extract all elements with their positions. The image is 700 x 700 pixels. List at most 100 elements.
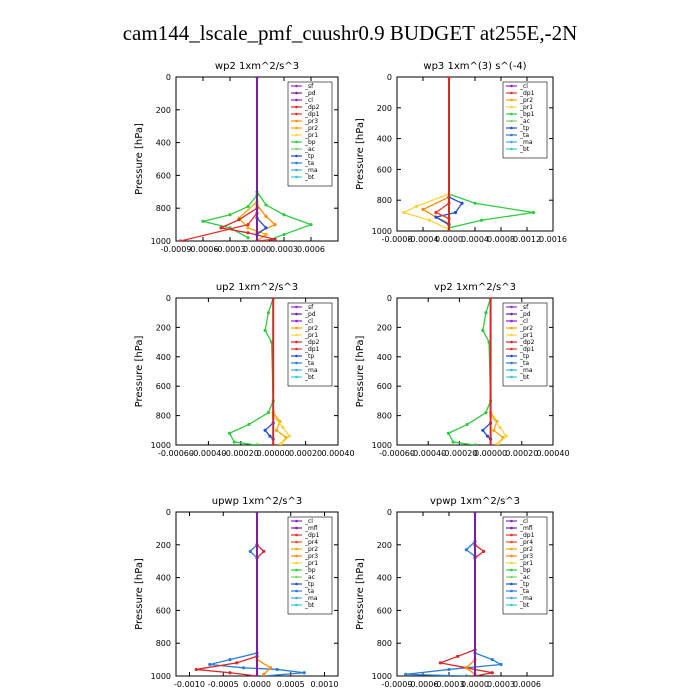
series-marker xyxy=(282,232,286,237)
series-marker xyxy=(447,667,451,672)
legend-marker xyxy=(295,333,298,337)
y-tick-label: 1000 xyxy=(372,441,392,450)
legend-marker xyxy=(295,354,298,358)
legend-marker xyxy=(295,375,298,379)
legend-label: _tp xyxy=(304,581,314,588)
legend-marker xyxy=(295,312,298,316)
legend-marker xyxy=(295,84,298,88)
legend-label: _pr1 xyxy=(304,132,318,139)
series-group xyxy=(401,77,536,231)
x-tick-label: -0.0005 xyxy=(208,680,239,689)
series-marker xyxy=(219,226,223,230)
legend-marker xyxy=(295,575,298,579)
y-tick-label: 1000 xyxy=(151,672,171,681)
series-marker xyxy=(235,661,239,665)
series-marker xyxy=(473,201,477,205)
series-marker xyxy=(479,218,484,222)
y-tick-label: 600 xyxy=(377,165,392,174)
y-tick-label: 0 xyxy=(387,73,392,82)
series-marker xyxy=(473,674,477,676)
legend-marker xyxy=(510,361,513,365)
x-tick-label: -0.0009 xyxy=(382,680,413,689)
legend-marker xyxy=(510,119,513,123)
legend-marker xyxy=(295,91,298,95)
legend-label: _pd xyxy=(304,311,316,318)
x-tick-label: -0.0004 xyxy=(408,235,439,244)
x-tick-label: -0.0006 xyxy=(408,680,439,689)
series-marker xyxy=(228,671,232,675)
series-marker xyxy=(237,218,241,222)
series-marker xyxy=(255,674,259,676)
legend-marker xyxy=(295,368,298,372)
series-line-tp xyxy=(405,512,502,676)
series-marker xyxy=(465,422,469,427)
legend-marker xyxy=(295,126,298,130)
series-marker xyxy=(228,658,232,662)
legend-label: _dp1 xyxy=(519,532,535,539)
legend-label: _bt xyxy=(304,374,315,381)
legend-label: _dp1 xyxy=(304,111,320,118)
legend-frame xyxy=(502,302,548,387)
y-tick-label: 400 xyxy=(156,353,171,362)
series-marker xyxy=(460,201,464,205)
legend-marker xyxy=(510,582,513,586)
series-group xyxy=(446,298,508,445)
x-tick-label: 0.0012 xyxy=(513,235,541,244)
legend-label: _ta xyxy=(519,132,529,139)
legend-marker xyxy=(295,561,298,565)
x-tick-label: 0.0005 xyxy=(277,680,305,689)
legend-label: _dp1 xyxy=(304,346,320,353)
legend-marker xyxy=(295,340,298,344)
legend-marker xyxy=(295,133,298,137)
legend-label: _cl xyxy=(304,318,313,325)
legend: _sf_pd_cl_dp2_dp1_pr3_pr2_pr1_bp_ac_tp_t… xyxy=(287,81,333,187)
series-marker xyxy=(456,654,460,658)
legend-label: _pr2 xyxy=(304,546,318,553)
legend-label: _ac xyxy=(519,118,530,125)
legend-marker xyxy=(295,112,298,116)
y-tick-label: 0 xyxy=(166,294,171,303)
series-line-dp2 xyxy=(447,298,492,445)
x-tick-label: -0.0008 xyxy=(382,235,413,244)
x-tick-label: 0.0006 xyxy=(297,245,325,254)
legend-label: _ma xyxy=(519,139,533,146)
legend-label: _dp1 xyxy=(519,346,535,353)
legend-marker xyxy=(510,140,513,144)
y-tick-label: 200 xyxy=(156,323,171,332)
y-tick-label: 600 xyxy=(377,606,392,615)
legend-marker xyxy=(510,84,513,88)
legend-marker xyxy=(510,126,513,130)
panels-container: wp2 1xm^2/s^302004006008001000-0.0009-0.… xyxy=(134,61,570,689)
legend-marker xyxy=(295,554,298,558)
x-tick-label: 0.00040 xyxy=(536,449,569,458)
y-tick-label: 800 xyxy=(156,639,171,648)
series-marker xyxy=(255,239,259,241)
y-tick-label: 1000 xyxy=(151,237,171,246)
legend-label: _sf xyxy=(519,304,529,311)
y-axis-label: Pressure [hPa] xyxy=(134,336,145,408)
legend-label: _ac xyxy=(304,574,315,581)
series-marker xyxy=(404,672,408,676)
legend-marker xyxy=(295,603,298,607)
y-tick-label: 600 xyxy=(156,382,171,391)
series-marker xyxy=(268,666,273,670)
legend-label: _ta xyxy=(304,588,314,595)
legend-marker xyxy=(510,526,513,530)
panel-title: vp2 1xm^2/s^3 xyxy=(434,282,516,293)
series-line-pr1 xyxy=(422,77,450,224)
legend-label: _pr4 xyxy=(304,539,318,546)
legend-label: _pr1 xyxy=(519,104,533,111)
legend: _cl_mfl_dp1_pr4_pr2_pr3_pr1_bp_ac_tp_ta_… xyxy=(502,516,548,615)
legend-marker xyxy=(510,561,513,565)
series-marker xyxy=(489,443,493,445)
series-marker xyxy=(255,443,259,445)
chart-panel-5: upwp 1xm^2/s^3 0 200 400 600 800 1000-0.0010 -0… xyxy=(134,496,339,689)
legend: _sf_pd_cl_pr2_pr1_dp2_dp1_tp_ta_ma_bt xyxy=(287,302,333,387)
series-line-pr2 xyxy=(256,512,272,675)
series-marker xyxy=(434,215,438,219)
legend-label: _ma xyxy=(304,367,318,374)
legend-label: _sf xyxy=(304,83,314,90)
y-tick-label: 600 xyxy=(156,606,171,615)
series-marker xyxy=(504,434,508,438)
legend-label: _ta xyxy=(519,360,529,367)
